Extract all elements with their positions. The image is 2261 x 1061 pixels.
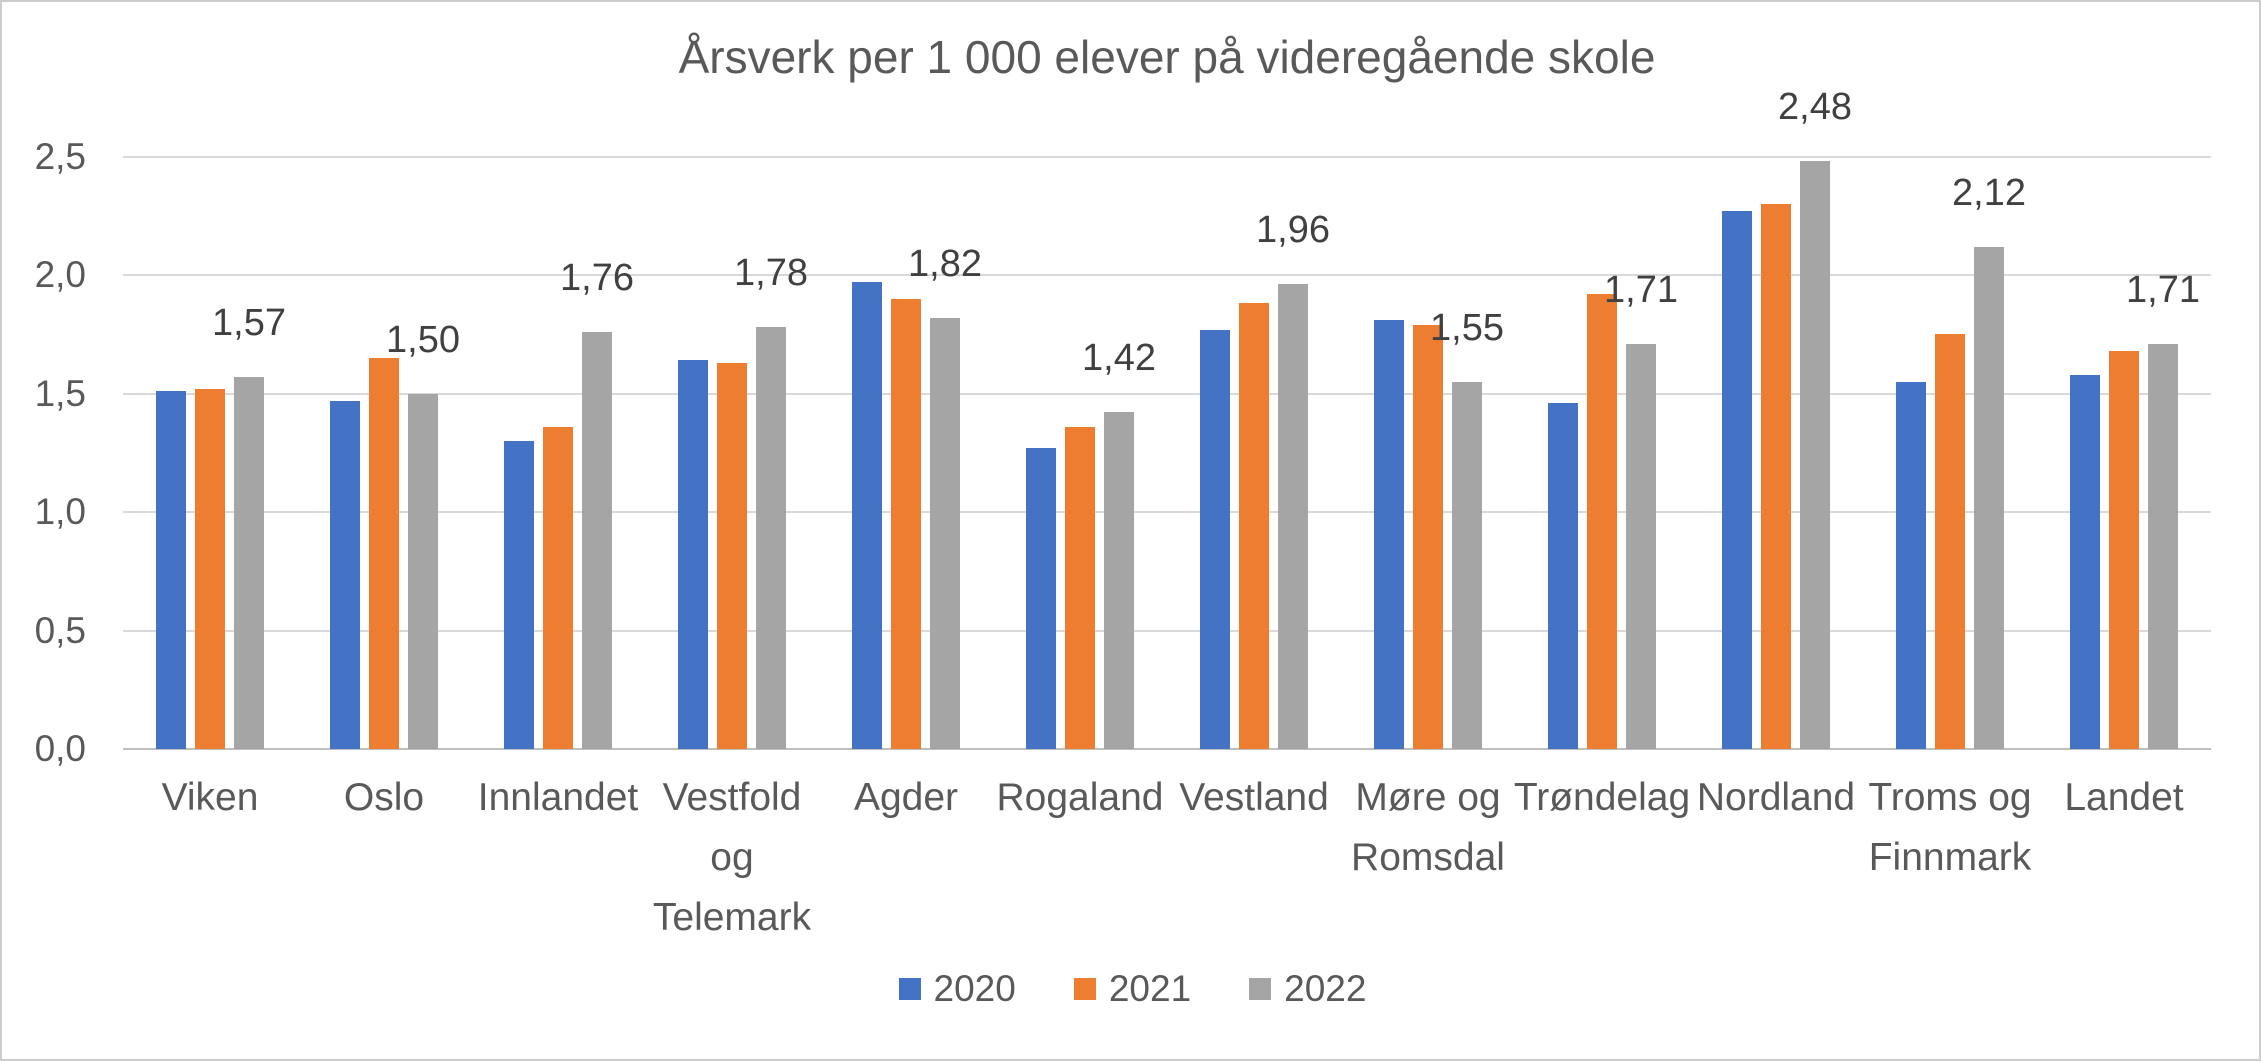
x-axis-label-troms-og-finnmark: Troms og Finnmark bbox=[1868, 776, 2032, 879]
legend-item-2020: 2020 bbox=[898, 964, 1016, 1014]
bar-2022-innlandet bbox=[582, 331, 612, 749]
bar-2022-nordland bbox=[1800, 161, 1830, 749]
y-tick-label: 1,5 bbox=[34, 372, 86, 414]
data-label-nordland: 2,48 bbox=[1778, 86, 1852, 129]
x-axis-label-landet: Landet bbox=[2064, 776, 2184, 819]
y-tick-label: 2,5 bbox=[34, 135, 86, 177]
bar-2022-agder bbox=[930, 317, 960, 749]
legend-label-2020: 2020 bbox=[933, 968, 1016, 1009]
legend-item-2021: 2021 bbox=[1073, 964, 1192, 1014]
bar-2022-vestfold-og-telemark bbox=[756, 327, 786, 749]
bar-2022-tr-ndelag bbox=[1626, 343, 1656, 749]
y-tick-label: 0,5 bbox=[34, 609, 86, 651]
bar-2021-innlandet bbox=[543, 426, 573, 749]
bar-2022-troms-og-finnmark bbox=[1974, 246, 2004, 749]
chart-title: Årsverk per 1 000 elever på videregående… bbox=[678, 31, 1656, 83]
x-axis-label-viken: Viken bbox=[161, 776, 259, 819]
bar-2021-troms-og-finnmark bbox=[1935, 334, 1965, 749]
data-label-viken: 1,57 bbox=[212, 301, 286, 344]
bar-2021-vestland bbox=[1239, 303, 1269, 749]
bar-2022-vestland bbox=[1278, 284, 1308, 749]
legend: 2020 2021 2022 bbox=[2, 964, 2259, 1014]
legend-swatch-2021 bbox=[1073, 978, 1096, 1000]
bar-2020-troms-og-finnmark bbox=[1896, 381, 1926, 749]
bar-2020-agder bbox=[852, 282, 882, 749]
data-label-tr-ndelag: 1,71 bbox=[1604, 268, 1678, 311]
data-label-rogaland: 1,42 bbox=[1082, 337, 1156, 380]
x-axis-label-vestfold-og-telemark: Vestfold og Telemark bbox=[652, 776, 812, 939]
bar-2020-m-re-og-romsdal bbox=[1374, 320, 1404, 749]
bar-2022-oslo bbox=[408, 393, 438, 749]
data-label-m-re-og-romsdal: 1,55 bbox=[1430, 306, 1504, 349]
bar-2021-rogaland bbox=[1065, 426, 1095, 749]
data-label-agder: 1,82 bbox=[908, 242, 982, 285]
bar-2021-landet bbox=[2109, 350, 2139, 749]
data-label-landet: 1,71 bbox=[2126, 268, 2200, 311]
data-label-vestfold-og-telemark: 1,78 bbox=[734, 252, 808, 295]
data-label-vestland: 1,96 bbox=[1256, 209, 1330, 252]
bar-2021-nordland bbox=[1761, 203, 1791, 749]
bar-2020-vestfold-og-telemark bbox=[678, 360, 708, 749]
bar-2020-nordland bbox=[1722, 211, 1752, 749]
gridline bbox=[123, 629, 2211, 632]
data-label-innlandet: 1,76 bbox=[560, 256, 634, 299]
bar-2020-vestland bbox=[1200, 329, 1230, 749]
gridline bbox=[123, 392, 2211, 395]
bar-2020-oslo bbox=[330, 400, 360, 749]
legend-item-2022: 2022 bbox=[1249, 964, 1366, 1014]
data-label-troms-og-finnmark: 2,12 bbox=[1952, 171, 2026, 214]
bar-2021-viken bbox=[195, 388, 225, 749]
bar-2021-vestfold-og-telemark bbox=[717, 362, 747, 749]
bar-2020-innlandet bbox=[504, 440, 534, 749]
bar-2022-m-re-og-romsdal bbox=[1452, 381, 1482, 749]
x-axis-label-innlandet: Innlandet bbox=[477, 776, 639, 819]
bar-2020-viken bbox=[156, 391, 186, 749]
x-axis-label-oslo: Oslo bbox=[343, 776, 425, 819]
x-axis-label-tr-ndelag: Trøndelag bbox=[1513, 776, 1691, 819]
x-axis-line bbox=[123, 748, 2211, 750]
x-axis-label-nordland: Nordland bbox=[1696, 776, 1856, 819]
x-axis-label-agder: Agder bbox=[853, 776, 959, 819]
bar-2021-agder bbox=[891, 298, 921, 749]
bar-2021-tr-ndelag bbox=[1587, 293, 1617, 749]
bar-2022-landet bbox=[2148, 343, 2178, 749]
x-axis-label-m-re-og-romsdal: Møre og Romsdal bbox=[1351, 776, 1505, 879]
y-tick-label: 2,0 bbox=[34, 254, 86, 295]
bar-2021-m-re-og-romsdal bbox=[1413, 324, 1443, 749]
bar-2020-rogaland bbox=[1026, 448, 1056, 749]
bar-2020-landet bbox=[2070, 374, 2100, 749]
y-tick-label: 1,0 bbox=[34, 491, 86, 532]
legend-label-2022: 2022 bbox=[1284, 968, 1367, 1009]
bar-2021-oslo bbox=[369, 357, 399, 749]
x-axis-label-rogaland: Rogaland bbox=[996, 776, 1164, 819]
bar-2022-rogaland bbox=[1104, 412, 1134, 749]
x-axis-label-vestland: Vestland bbox=[1179, 776, 1329, 819]
legend-label-2021: 2021 bbox=[1108, 968, 1192, 1009]
legend-swatch-2022 bbox=[1249, 978, 1272, 1000]
legend-swatch-2020 bbox=[898, 978, 921, 1000]
y-tick-label: 0,0 bbox=[34, 728, 86, 769]
bar-2022-viken bbox=[234, 376, 264, 749]
bar-2020-tr-ndelag bbox=[1548, 402, 1578, 749]
data-label-oslo: 1,50 bbox=[386, 318, 460, 361]
gridline bbox=[123, 274, 2211, 276]
gridline bbox=[123, 155, 2211, 158]
gridline bbox=[123, 511, 2211, 513]
